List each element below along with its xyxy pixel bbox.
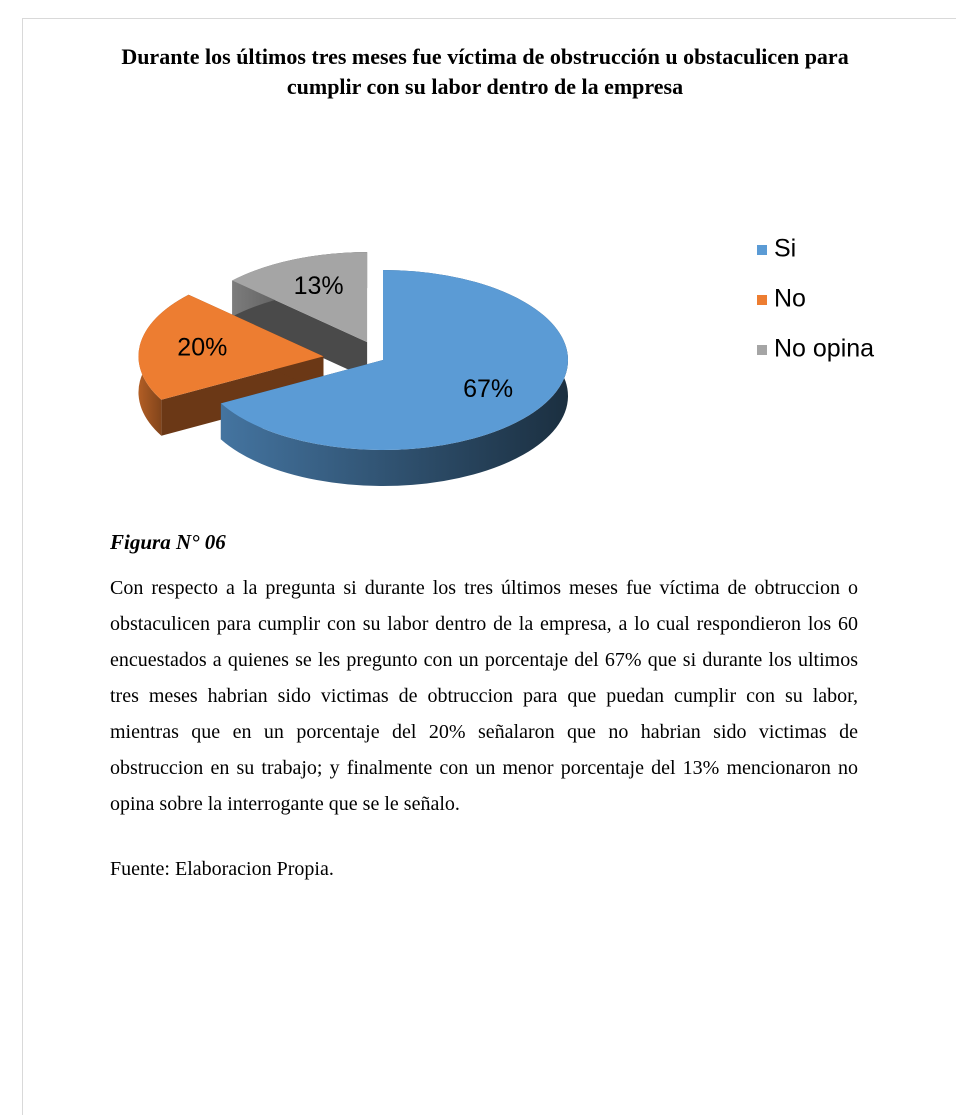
chart-title: Durante los últimos tres meses fue vícti… <box>121 44 849 99</box>
data-label: 20% <box>177 334 227 362</box>
slice-wall <box>161 356 324 436</box>
legend-swatch <box>757 295 767 305</box>
legend-swatch <box>757 245 767 255</box>
slice <box>220 270 568 451</box>
figure-label: Figura N° 06 <box>110 530 226 554</box>
legend-label: Si <box>774 235 796 263</box>
page-frame <box>22 18 956 1115</box>
legend-label: No opina <box>774 335 874 363</box>
slice-wall <box>232 280 368 379</box>
legend-label: No <box>774 285 806 313</box>
slice <box>138 294 324 400</box>
chart: 67% 20% 13% Si No No opina <box>138 235 874 487</box>
data-label: 13% <box>294 272 344 300</box>
legend-swatch <box>757 345 767 355</box>
source: Fuente: Elaboracion Propia. <box>110 858 334 880</box>
data-label: 67% <box>463 375 513 403</box>
paragraph: Con respecto a la pregunta si durante lo… <box>110 577 858 815</box>
slice <box>232 252 368 343</box>
